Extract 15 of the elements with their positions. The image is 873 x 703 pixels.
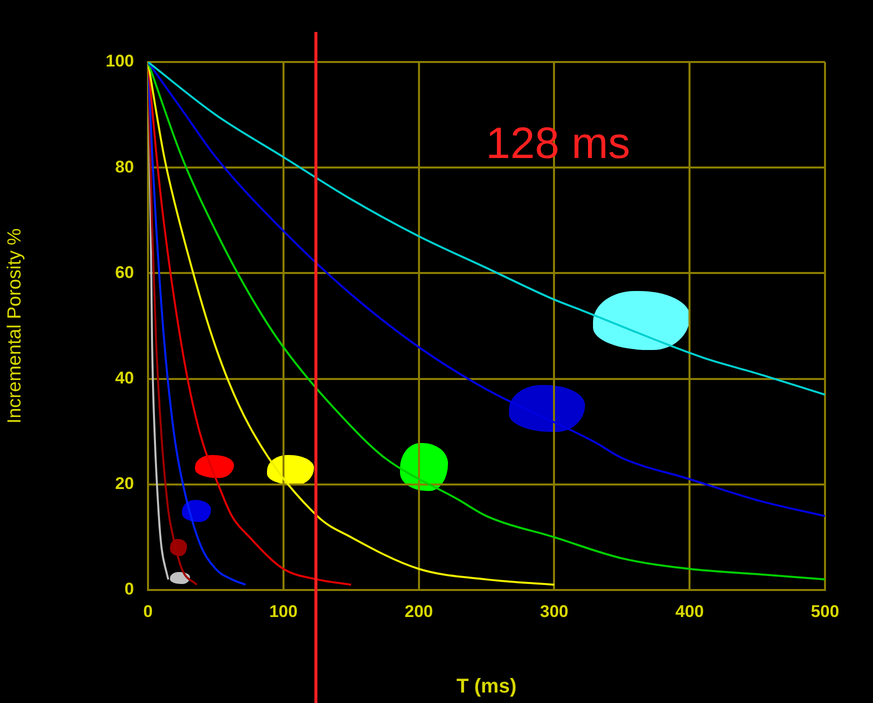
y-tick-label: 40 xyxy=(115,368,134,388)
y-tick-label: 80 xyxy=(115,157,134,176)
x-tick-label: 200 xyxy=(404,602,433,621)
x-tick-label: 500 xyxy=(810,602,840,621)
x-axis-title: T (ms) xyxy=(456,676,516,698)
x-tick-label: 400 xyxy=(675,602,704,621)
y-tick-label: 60 xyxy=(115,262,134,282)
x-tick-label: 100 xyxy=(269,602,298,621)
ref-line-label: 128 ms xyxy=(486,119,630,168)
y-tick-label: 0 xyxy=(124,580,134,599)
y-tick-label: 20 xyxy=(115,474,134,494)
x-tick-label: 0 xyxy=(143,602,153,621)
x-tick-label: 300 xyxy=(540,602,568,621)
y-tick-label: 100 xyxy=(106,52,134,71)
y-axis-title: Incremental Porosity % xyxy=(4,228,26,424)
